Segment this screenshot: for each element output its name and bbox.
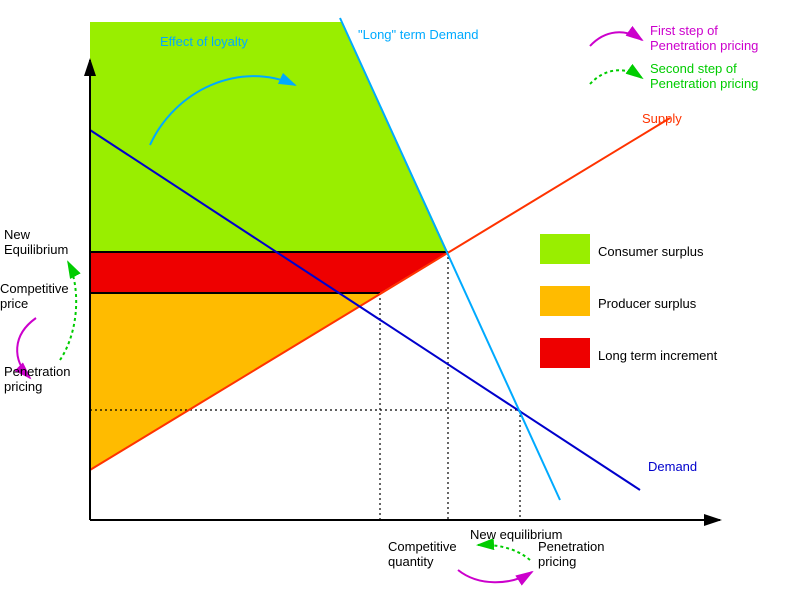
demand-label: Demand <box>648 460 697 475</box>
second-step-legend-arrow <box>590 70 642 84</box>
bottom-first-step-arrow <box>458 570 532 582</box>
competitive-qty-label: Competitive quantity <box>388 540 457 570</box>
pen-pricing-x-label: Penetration pricing <box>538 540 605 570</box>
consumer-surplus-legend-label: Consumer surplus <box>598 245 704 260</box>
consumer-surplus-swatch <box>540 234 590 264</box>
producer-surplus-legend-label: Producer surplus <box>598 297 696 312</box>
bottom-second-step-arrow <box>478 545 530 560</box>
new-equilibrium-label: New Equilibrium <box>4 228 68 258</box>
long-term-demand-label: "Long" term Demand <box>358 28 479 43</box>
increment-region <box>90 252 448 293</box>
supply-label: Supply <box>642 112 682 127</box>
effect-loyalty-label: Effect of loyalty <box>160 35 248 50</box>
penetration-pricing-label: Penetration pricing <box>4 365 71 395</box>
second-step-label: Second step of Penetration pricing <box>650 62 758 92</box>
long-term-increment-legend-label: Long term increment <box>598 349 717 364</box>
competitive-price-label: Competitive price <box>0 282 69 312</box>
increment-swatch <box>540 338 590 368</box>
first-step-legend-arrow <box>590 32 642 46</box>
first-step-label: First step of Penetration pricing <box>650 24 758 54</box>
producer-surplus-swatch <box>540 286 590 316</box>
